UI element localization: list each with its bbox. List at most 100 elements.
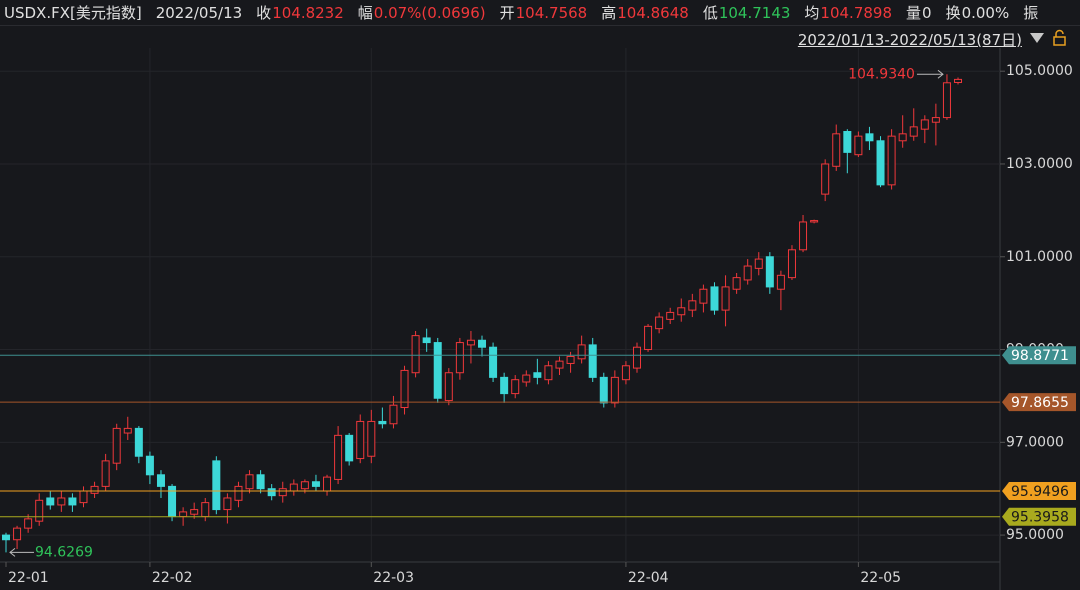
candle-body: [710, 286, 719, 311]
candle-body: [832, 133, 841, 167]
candle-body: [677, 307, 686, 316]
candle-body: [35, 499, 44, 522]
candle-body: [931, 117, 940, 123]
candle-body: [876, 140, 885, 186]
candle-body: [179, 511, 188, 518]
candle-body: [323, 476, 332, 492]
candle-body: [920, 119, 929, 130]
candle-body: [400, 369, 409, 409]
candle-body: [278, 488, 287, 497]
candle-body: [190, 509, 199, 515]
candle-body: [865, 133, 874, 142]
candle-body: [588, 344, 597, 378]
candle-body: [156, 474, 165, 487]
candle-body: [566, 355, 575, 364]
quote-label: 幅: [357, 4, 373, 22]
level-tag: [1002, 482, 1076, 501]
x-tick-label: 22-04: [628, 570, 669, 586]
quote-value: 0: [922, 4, 932, 22]
quote-value: 104.8232: [272, 4, 344, 22]
candle-body: [511, 379, 520, 395]
candle-body: [145, 455, 154, 476]
candle-body: [776, 274, 785, 290]
candle-body: [954, 78, 963, 83]
date-range[interactable]: 2022/01/13-2022/05/13(87日): [797, 31, 1022, 49]
candle-body: [466, 339, 475, 346]
level-label: 95.9496: [1011, 484, 1069, 500]
date: 2022/05/13: [155, 3, 243, 22]
quote-value: 0.07%(0.0696): [373, 4, 486, 22]
candle-body: [821, 163, 830, 195]
quote-header: USDX.FX[美元指数] 2022/05/13 收104.8232 幅0.07%…: [0, 0, 1080, 26]
quote-item: 收104.8232: [256, 2, 344, 23]
candle-body: [621, 365, 630, 381]
candle-body: [433, 342, 442, 399]
quote-item: 振: [1023, 2, 1038, 23]
candle-body: [610, 376, 619, 404]
lock-icon[interactable]: [1053, 36, 1066, 46]
quote-value: 104.7143: [718, 4, 791, 22]
candle-body: [544, 365, 553, 381]
candle-body: [898, 133, 907, 142]
candle-body: [24, 518, 33, 529]
candle-body: [743, 265, 752, 281]
quote-item: 均104.7898: [804, 2, 892, 23]
candle-body: [644, 325, 653, 351]
min-label: 94.6269: [35, 544, 93, 560]
max-arrow-head: [937, 69, 944, 79]
quote-value: 104.7898: [820, 4, 892, 22]
y-tick-label: 95.0000: [1006, 527, 1064, 543]
quote-label: 均: [804, 4, 820, 22]
candle-body: [212, 460, 221, 511]
level-label: 98.8771: [1011, 348, 1069, 364]
candle-body: [123, 427, 132, 434]
level-tag: [1002, 346, 1076, 365]
candle-body: [721, 286, 730, 311]
candle-body: [79, 490, 88, 504]
y-tick-label: 97.0000: [1006, 434, 1064, 450]
candle-body: [478, 339, 487, 348]
candle-body: [732, 277, 741, 290]
candle-body: [101, 460, 110, 487]
candle-body: [112, 427, 121, 464]
quote-item: 开104.7568: [500, 2, 588, 23]
symbol: USDX.FX[美元指数]: [4, 4, 142, 22]
quote-item: 量0: [906, 2, 932, 23]
candle-body: [345, 434, 354, 462]
candle-body: [500, 376, 509, 395]
candle-body: [201, 502, 210, 518]
candle-body: [356, 420, 365, 460]
dropdown-icon[interactable]: [1030, 33, 1044, 43]
quote-item: 高104.8648: [601, 2, 689, 23]
candle-body: [46, 497, 55, 506]
x-tick-label: 22-02: [152, 570, 193, 586]
x-tick-label: 22-05: [860, 570, 901, 586]
level-label: 95.3958: [1011, 510, 1069, 526]
max-label: 104.9340: [848, 66, 915, 82]
candle-body: [90, 485, 99, 494]
level-tag: [1002, 507, 1076, 526]
candle-body: [688, 300, 697, 311]
quote-value: 104.8648: [617, 4, 689, 22]
candle-body: [378, 420, 387, 425]
x-tick-label: 22-01: [8, 570, 49, 586]
lock-icon-shackle: [1055, 29, 1064, 37]
quote-value: 104.7568: [515, 4, 588, 22]
candle-body: [655, 316, 664, 330]
candle-body: [555, 360, 564, 369]
candle-body: [632, 346, 641, 369]
quote-label: 振: [1023, 4, 1039, 22]
quote-item: 换0.00%: [946, 2, 1010, 23]
quote-label: 收: [256, 4, 272, 22]
candle-body: [411, 335, 420, 374]
candle-body: [699, 288, 708, 304]
level-tag: [1002, 393, 1076, 412]
candle-body: [2, 534, 10, 541]
candle-body: [942, 82, 951, 119]
y-tick-label: 103.0000: [1006, 156, 1073, 172]
candle-body: [533, 372, 542, 378]
candle-body: [300, 481, 309, 490]
candle-body: [234, 485, 243, 501]
candle-body: [267, 488, 276, 497]
